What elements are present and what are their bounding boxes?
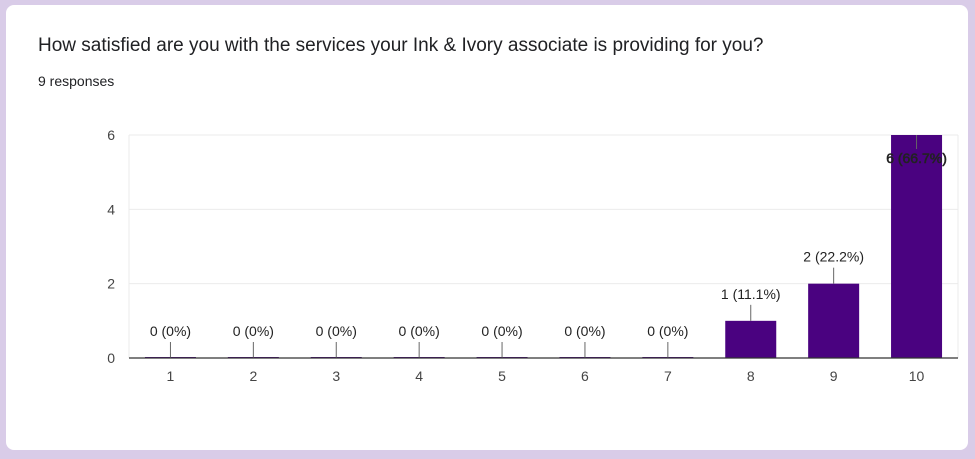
x-tick-label-8: 8 [747,368,755,384]
data-label-8: 1 (11.1%) [721,286,781,302]
x-tick-label-1: 1 [167,368,175,384]
x-tick-label-4: 4 [415,368,423,384]
data-label-7: 0 (0%) [647,323,688,339]
data-label-5: 0 (0%) [481,323,522,339]
x-tick-label-3: 3 [332,368,340,384]
bar-10 [891,135,943,358]
x-tick-label-7: 7 [664,368,672,384]
x-tick-label-6: 6 [581,368,589,384]
chart-card: How satisfied are you with the services … [6,5,968,450]
bar-9 [808,283,860,358]
y-tick-label: 0 [107,350,115,366]
question-title: How satisfied are you with the services … [38,35,764,56]
x-tick-label-10: 10 [909,368,925,384]
x-tick-label-5: 5 [498,368,506,384]
bar-chart: 0 2 4 6 0 (0%) 1 0 (0%) 2 0 (0%) 3 0 (0%) 4 0 (0%) 5 0… [107,127,959,384]
data-label-4: 0 (0%) [399,323,440,339]
y-tick-label: 2 [107,276,115,292]
y-tick-label: 4 [107,201,115,217]
x-tick-label-2: 2 [249,368,257,384]
x-tick-label-9: 9 [830,368,838,384]
data-label-6: 0 (0%) [564,323,605,339]
data-label-3: 0 (0%) [316,323,357,339]
bar-8 [725,320,777,358]
data-label-2: 0 (0%) [233,323,274,339]
data-label-9: 2 (22.2%) [803,249,864,265]
data-label-1: 0 (0%) [150,323,191,339]
y-tick-label: 6 [107,127,115,143]
data-label-10: 6 (66.7%) [886,150,947,166]
response-count: 9 responses [38,73,115,89]
